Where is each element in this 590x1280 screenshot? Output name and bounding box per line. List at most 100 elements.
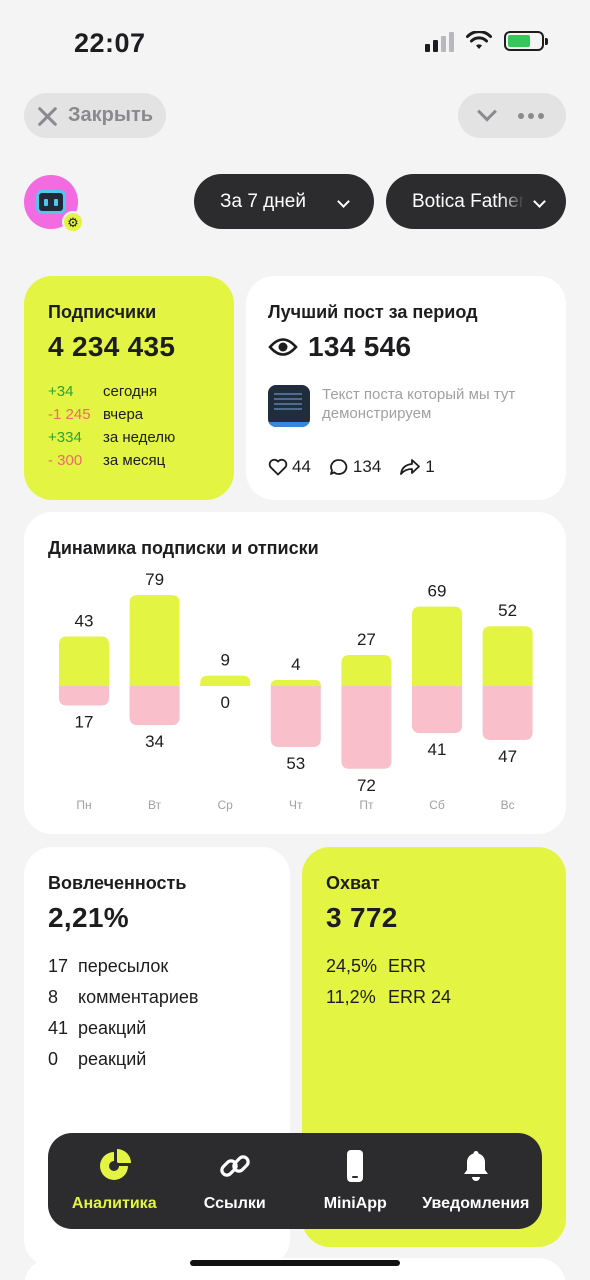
robot-icon bbox=[36, 190, 66, 214]
err24-label: ERR 24 bbox=[388, 987, 452, 1007]
period-dropdown[interactable]: За 7 дней bbox=[194, 174, 374, 229]
bar-unsubscribe-1 bbox=[59, 686, 109, 706]
delta-yesterday-label: вчера bbox=[103, 406, 144, 423]
chevron-down-icon bbox=[533, 195, 546, 208]
phone-icon bbox=[347, 1150, 364, 1182]
label-unsubscribe-3: 0 bbox=[220, 693, 229, 712]
likes-count: 44 bbox=[292, 457, 311, 476]
heart-icon bbox=[268, 458, 288, 476]
bar-unsubscribe-6 bbox=[412, 686, 462, 734]
x-tick-4: Чт bbox=[289, 798, 303, 812]
label-unsubscribe-6: 41 bbox=[428, 740, 447, 759]
cellular-signal-icon bbox=[425, 30, 454, 52]
menu-pill bbox=[458, 93, 566, 138]
err-label: ERR bbox=[388, 956, 427, 976]
bot-label: Botica Father bbox=[412, 190, 524, 212]
link-icon bbox=[220, 1155, 250, 1177]
comments-count: 134 bbox=[352, 457, 382, 476]
shares-stat: 1 bbox=[399, 457, 435, 477]
bar-unsubscribe-4 bbox=[270, 686, 321, 747]
dynamics-card: Динамика подписки и отписки 43 17 Пн 79 34 Вт… bbox=[24, 512, 566, 834]
comment-icon bbox=[330, 459, 348, 475]
tab-analytics[interactable]: Аналитика bbox=[55, 1149, 173, 1213]
label-unsubscribe-7: 47 bbox=[498, 747, 517, 766]
battery-icon bbox=[504, 31, 548, 51]
reach-title: Охват bbox=[326, 873, 380, 893]
label-subscribe-6: 69 bbox=[428, 582, 447, 601]
status-bar: 22:07 bbox=[0, 0, 590, 88]
best-post-title: Лучший пост за период bbox=[268, 302, 478, 322]
eye-icon bbox=[268, 338, 298, 356]
reactions-count: 41 bbox=[48, 1018, 69, 1038]
chevron-down-icon bbox=[337, 195, 350, 208]
bell-icon bbox=[463, 1151, 488, 1181]
wifi-icon bbox=[466, 31, 492, 49]
delta-today: +34 bbox=[48, 383, 74, 400]
comments-label: комментариев bbox=[78, 987, 199, 1007]
delta-week: +334 bbox=[48, 429, 82, 446]
reactions-label-2: реакций bbox=[78, 1049, 147, 1069]
x-tick-7: Вс bbox=[501, 798, 515, 812]
label-subscribe-1: 43 bbox=[75, 612, 94, 631]
tab-miniapp-label: MiniApp bbox=[323, 1195, 387, 1212]
tab-notifications[interactable]: Уведомления bbox=[417, 1149, 535, 1213]
pie-chart-icon bbox=[100, 1149, 132, 1180]
forwards-label: пересылок bbox=[78, 956, 169, 976]
home-indicator bbox=[190, 1260, 400, 1266]
label-subscribe-2: 79 bbox=[145, 570, 164, 589]
reactions-label: реакций bbox=[78, 1018, 147, 1038]
close-label: Закрыть bbox=[68, 104, 154, 126]
settings-gear-icon[interactable]: ⚙ bbox=[62, 211, 84, 233]
likes-stat: 44 bbox=[268, 457, 311, 477]
tab-bar: Аналитика Ссылки MiniApp Уведомления bbox=[48, 1133, 542, 1229]
bar-unsubscribe-5 bbox=[341, 686, 392, 769]
delta-today-label: сегодня bbox=[103, 383, 158, 400]
label-unsubscribe-1: 17 bbox=[75, 713, 94, 732]
tab-analytics-label: Аналитика bbox=[71, 1195, 157, 1212]
label-unsubscribe-5: 72 bbox=[357, 776, 376, 795]
bot-avatar[interactable]: ⚙ bbox=[24, 175, 84, 233]
bar-subscribe-6 bbox=[412, 606, 462, 686]
tab-links-label: Ссылки bbox=[203, 1195, 266, 1212]
delta-month-label: за месяц bbox=[103, 452, 166, 469]
chevron-down-icon[interactable] bbox=[477, 101, 497, 122]
subscribers-card[interactable]: Подписчики 4 234 435 +34 сегодня -1 245 … bbox=[24, 276, 234, 500]
x-tick-3: Ср bbox=[218, 798, 234, 812]
status-time: 22:07 bbox=[74, 28, 146, 58]
best-post-views: 134 546 bbox=[268, 331, 544, 363]
status-icons bbox=[425, 30, 548, 52]
tab-miniapp[interactable]: MiniApp bbox=[296, 1149, 414, 1213]
period-label: За 7 дней bbox=[220, 190, 306, 212]
forwards-count: 17 bbox=[48, 956, 69, 976]
label-subscribe-4: 4 bbox=[291, 655, 300, 674]
bar-subscribe-1 bbox=[59, 636, 109, 686]
engagement-title: Вовлеченность bbox=[48, 873, 187, 893]
label-unsubscribe-2: 34 bbox=[145, 732, 164, 751]
subscribers-changes: +34 сегодня -1 245 вчера +334 за неделю … bbox=[48, 383, 210, 469]
best-post-card[interactable]: Лучший пост за период 134 546 Текст пост… bbox=[246, 276, 566, 500]
close-icon bbox=[36, 105, 58, 127]
err-value: 24,5% bbox=[326, 956, 378, 976]
post-thumbnail bbox=[268, 385, 310, 427]
bar-subscribe-4 bbox=[270, 680, 321, 686]
subscriptions-chart: 43 17 Пн 79 34 Вт 9 0 Ср 4 53 Чт 27 72 Пт 69 41 Сб 52 47 Вс bbox=[59, 570, 533, 812]
tab-notifications-label: Уведомления bbox=[422, 1195, 530, 1212]
bar-subscribe-7 bbox=[482, 626, 533, 686]
bar-subscribe-2 bbox=[129, 595, 180, 686]
shares-count: 1 bbox=[425, 457, 435, 476]
label-subscribe-5: 27 bbox=[357, 630, 376, 649]
x-tick-5: Пт bbox=[359, 798, 374, 812]
post-text: Текст поста который мы тут демонстрируем bbox=[322, 386, 516, 422]
reactions-count-2: 0 bbox=[48, 1049, 59, 1069]
comments-stat: 134 bbox=[329, 457, 381, 477]
close-button[interactable]: Закрыть bbox=[24, 93, 166, 138]
label-subscribe-7: 52 bbox=[498, 601, 517, 620]
delta-month: - 300 bbox=[48, 452, 83, 469]
more-icon[interactable] bbox=[518, 112, 544, 119]
views-count: 134 546 bbox=[308, 331, 412, 362]
bot-dropdown[interactable]: Botica Father bbox=[386, 174, 566, 229]
post-preview[interactable]: Текст поста который мы тут демонстрируем bbox=[268, 385, 544, 427]
subscribers-title: Подписчики bbox=[48, 302, 157, 322]
tab-links[interactable]: Ссылки bbox=[176, 1149, 294, 1213]
post-stats: 44 134 1 bbox=[268, 457, 544, 477]
